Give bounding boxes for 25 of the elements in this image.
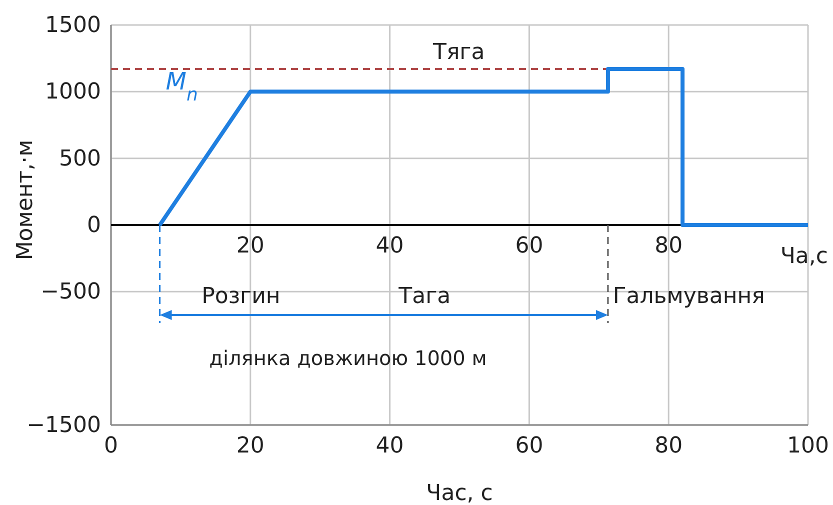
y-tick-label: 1000 [45, 80, 101, 105]
x-tick-label: 0 [104, 434, 118, 459]
annotation: Гальмування [612, 284, 765, 309]
x2-tick-label: 60 [515, 234, 544, 259]
x2-tick-label: 80 [654, 234, 683, 259]
y-tick-label: −1500 [26, 413, 101, 438]
x2-tick-label: 20 [236, 234, 264, 259]
x-tick-label: 100 [787, 434, 829, 459]
series-label: Тяга [432, 40, 485, 65]
series-label: M$_{n}$ [166, 68, 198, 106]
annotation: Розгин [202, 284, 280, 309]
x2-axis-title: Ча,с [780, 244, 828, 269]
y-tick-label: 500 [59, 146, 101, 172]
x2-tick-label: 40 [376, 234, 404, 259]
annotation: Тага [398, 284, 451, 309]
x-tick-label: 40 [376, 434, 404, 459]
y-tick-label: 1500 [45, 13, 101, 38]
x-axis-title: Час, с [426, 481, 493, 505]
x-tick-label: 60 [515, 434, 544, 459]
y-tick-label: 0 [87, 213, 101, 238]
x-tick-label: 80 [654, 434, 683, 459]
y-axis-title: Момент,·м [13, 140, 38, 260]
x-tick-label: 20 [236, 434, 264, 459]
y-tick-label: −500 [40, 280, 101, 305]
annotation: ділянка довжиною 1000 м [209, 346, 487, 370]
